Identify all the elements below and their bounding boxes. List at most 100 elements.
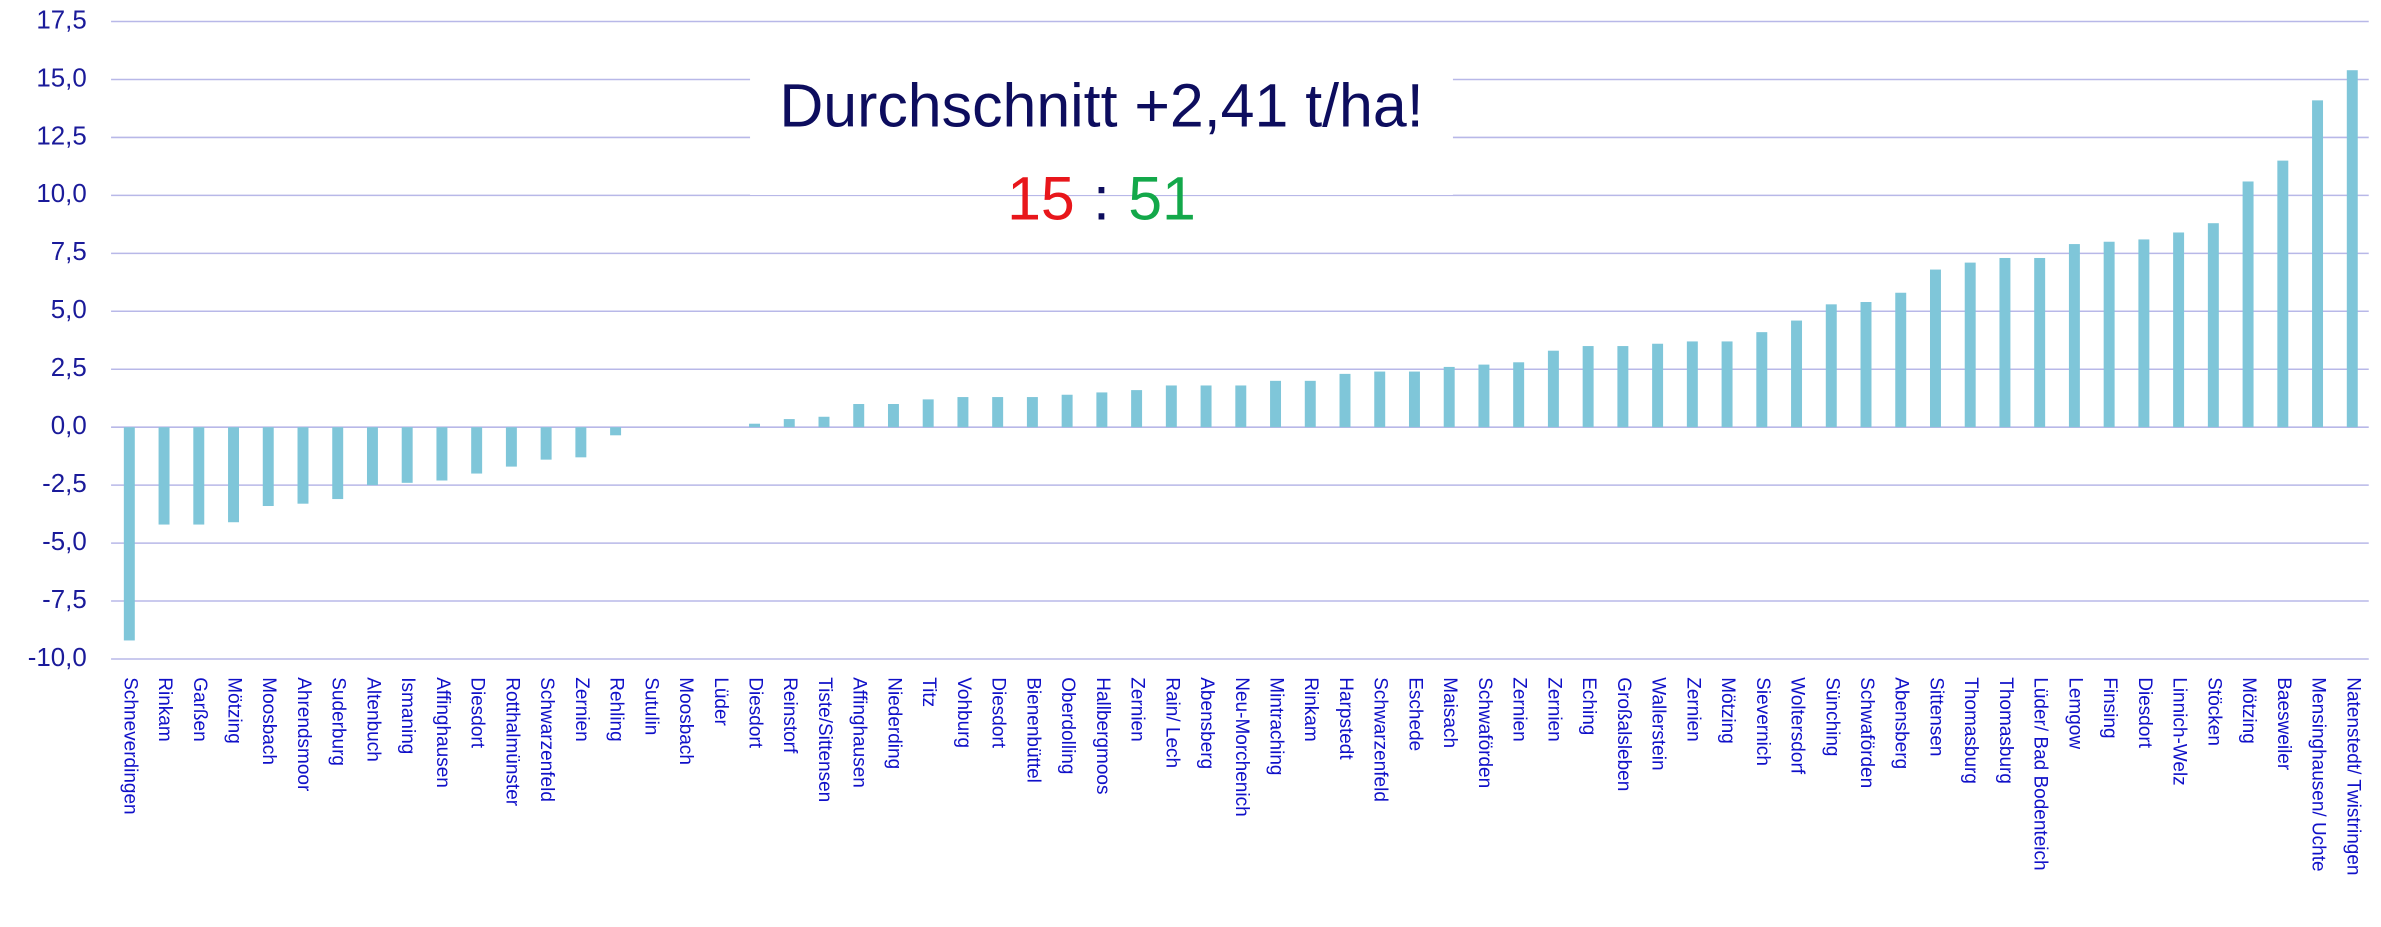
bar <box>1999 257 2011 428</box>
bar <box>1652 343 1664 428</box>
x-tick-label: Abensberg <box>1196 677 1217 769</box>
bar <box>992 397 1004 428</box>
y-tick-label: -5,0 <box>42 528 87 556</box>
bar <box>2242 181 2254 428</box>
bar <box>2173 232 2185 428</box>
x-tick-label: Rain/ Lech <box>1161 677 1182 768</box>
x-tick-label: Altenbuch <box>362 677 383 762</box>
x-tick-label: Diesdort <box>467 677 488 748</box>
annotation: Durchschnitt +2,41 t/ha! <box>779 72 1423 140</box>
x-tick-label: Neu-Morchenich <box>1231 677 1252 816</box>
bar <box>610 427 622 436</box>
bar <box>1547 350 1559 428</box>
x-tick-label: Oberdolling <box>1057 677 1078 774</box>
x-tick-label: Abensberg <box>1891 677 1912 769</box>
x-tick-label: Schwaförden <box>1856 677 1877 788</box>
bar <box>575 427 587 458</box>
x-tick-label: Diesdort <box>2134 677 2155 748</box>
x-tick-label: Tiste/Sittensen <box>814 677 835 802</box>
bar <box>1061 394 1073 428</box>
bar <box>1339 373 1351 428</box>
y-tick-label: 7,5 <box>51 238 87 266</box>
bar <box>1791 320 1803 428</box>
y-tick-label: 10,0 <box>36 180 86 208</box>
x-tick-label: Harpstedt <box>1335 677 1356 760</box>
bar <box>2346 70 2358 428</box>
x-tick-label: Mintraching <box>1266 677 1287 775</box>
bar <box>1860 302 1872 428</box>
x-tick-label: Ahrendsmoor <box>293 677 314 792</box>
bar <box>193 427 205 525</box>
bar <box>2138 239 2150 428</box>
bar <box>1096 392 1108 428</box>
x-tick-label: Thomasburg <box>1960 677 1981 784</box>
x-tick-label: Bienenbüttel <box>1022 677 1043 783</box>
bar <box>887 404 899 428</box>
x-tick-label: Diesdort <box>988 677 1009 748</box>
bar <box>366 427 378 486</box>
bar <box>1582 346 1594 428</box>
x-tick-label: Titz <box>918 677 939 707</box>
bar <box>2068 244 2080 428</box>
x-tick-label: Rehling <box>606 677 627 741</box>
x-tick-label: Affinghausen <box>849 677 870 788</box>
bar <box>1686 341 1698 428</box>
bar <box>1929 269 1941 428</box>
bar <box>1825 304 1837 428</box>
x-tick-label: Hallbergmoos <box>1092 677 1113 794</box>
bar <box>1756 332 1768 428</box>
x-tick-label: Suderburg <box>328 677 349 766</box>
bar <box>297 427 309 504</box>
bar <box>1443 366 1455 428</box>
x-tick-label: Thomasburg <box>1995 677 2016 784</box>
x-tick-label: Eching <box>1578 677 1599 735</box>
x-tick-label: Sittensen <box>1925 677 1946 756</box>
x-tick-label: Lemgow <box>2064 677 2085 749</box>
bar <box>1200 385 1212 428</box>
bar <box>957 397 969 428</box>
score: 15:51 <box>1007 164 1196 232</box>
bar <box>1304 380 1316 428</box>
x-tick-label: Garßen <box>189 677 210 741</box>
x-tick-label: Natenstedt/ Twistringen <box>2342 677 2363 875</box>
x-tick-label: Moosbach <box>258 677 279 765</box>
bar <box>1478 364 1490 428</box>
x-tick-label: Lüder/ Bad Bodenteich <box>2030 677 2051 870</box>
bar <box>158 427 170 525</box>
bar <box>1513 362 1525 428</box>
bar <box>1617 346 1629 428</box>
x-tick-label: Reinstorf <box>779 677 800 754</box>
x-tick-label: Schneverdingen <box>119 677 140 814</box>
bar <box>262 427 274 507</box>
annotation-box <box>750 61 1453 195</box>
y-tick-label: 2,5 <box>51 354 87 382</box>
bar <box>1131 390 1143 428</box>
x-tick-label: Zernien <box>1682 677 1703 741</box>
bar <box>2034 257 2046 428</box>
bar <box>1895 292 1907 428</box>
y-tick-label: -10,0 <box>28 644 87 672</box>
x-tick-label: Zernien <box>571 677 592 741</box>
x-tick-label: Eschede <box>1404 677 1425 751</box>
x-tick-label: Rotthalmünster <box>501 677 522 807</box>
bar <box>749 423 761 428</box>
bar <box>2103 241 2115 428</box>
x-tick-label: Schwaförden <box>1474 677 1495 788</box>
x-tick-label: Zernien <box>1509 677 1530 741</box>
bar <box>505 427 517 467</box>
bar <box>922 399 934 428</box>
x-tick-label: Mötzing <box>2238 677 2259 744</box>
x-tick-label: Mötzing <box>1717 677 1738 744</box>
x-tick-label: Niederding <box>883 677 904 769</box>
x-tick-label: Lüder <box>710 677 731 726</box>
x-tick-label: Affinghausen <box>432 677 453 788</box>
bar <box>401 427 413 483</box>
bar <box>1374 371 1386 428</box>
bar <box>1721 341 1733 428</box>
bar <box>1408 371 1420 428</box>
y-tick-label: 5,0 <box>51 296 87 324</box>
bar <box>783 419 795 428</box>
bar <box>1235 385 1247 428</box>
y-tick-label: 0,0 <box>51 412 87 440</box>
